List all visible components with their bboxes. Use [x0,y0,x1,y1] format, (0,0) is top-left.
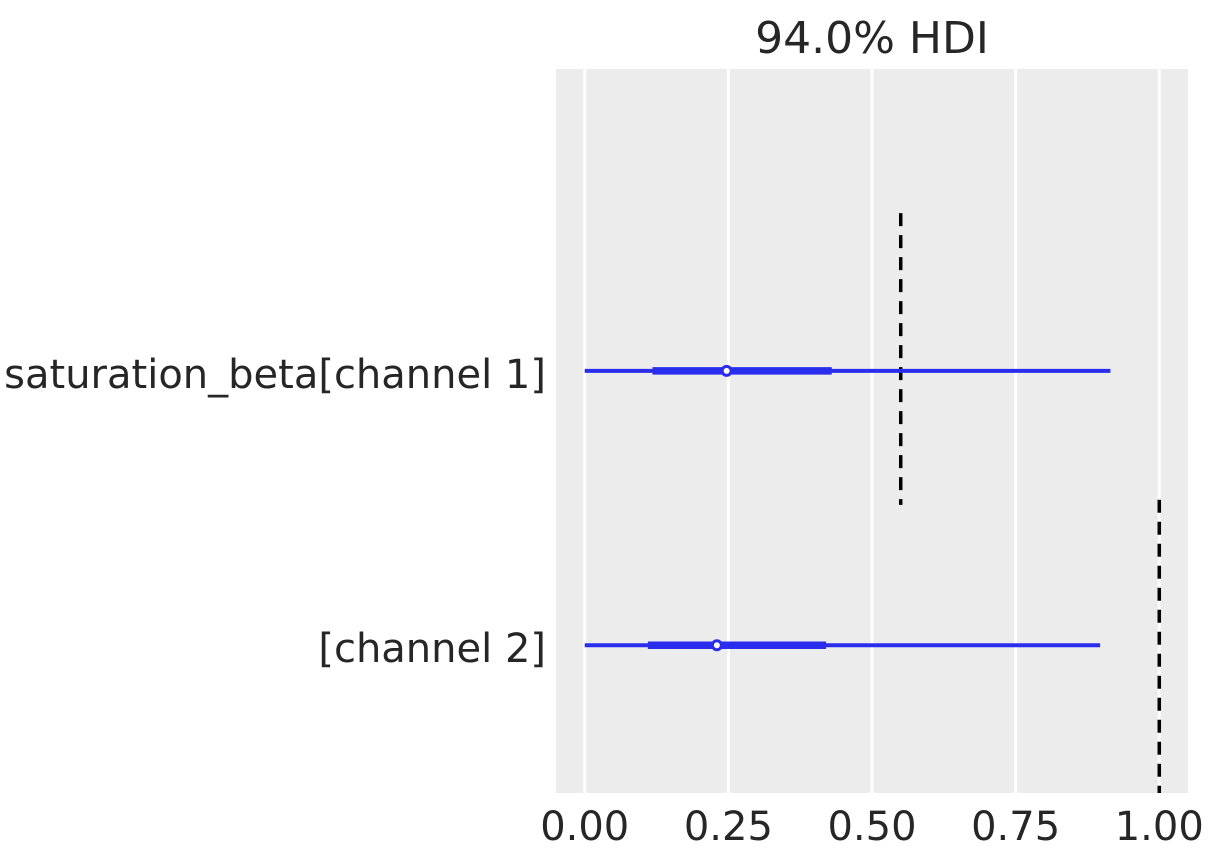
x-tick-label: 0.75 [971,804,1061,850]
chart-title: 94.0% HDI [755,13,989,64]
x-tick-label: 0.25 [683,804,773,850]
x-tick-label: 1.00 [1114,804,1204,850]
x-tick-label: 0.00 [540,804,630,850]
y-tick-label: [channel 2] [318,626,546,673]
point-estimate-marker [720,364,733,377]
point-estimate-marker [710,639,723,652]
x-tick-label: 0.50 [827,804,917,850]
y-tick-label: saturation_beta[channel 1] [4,351,546,398]
